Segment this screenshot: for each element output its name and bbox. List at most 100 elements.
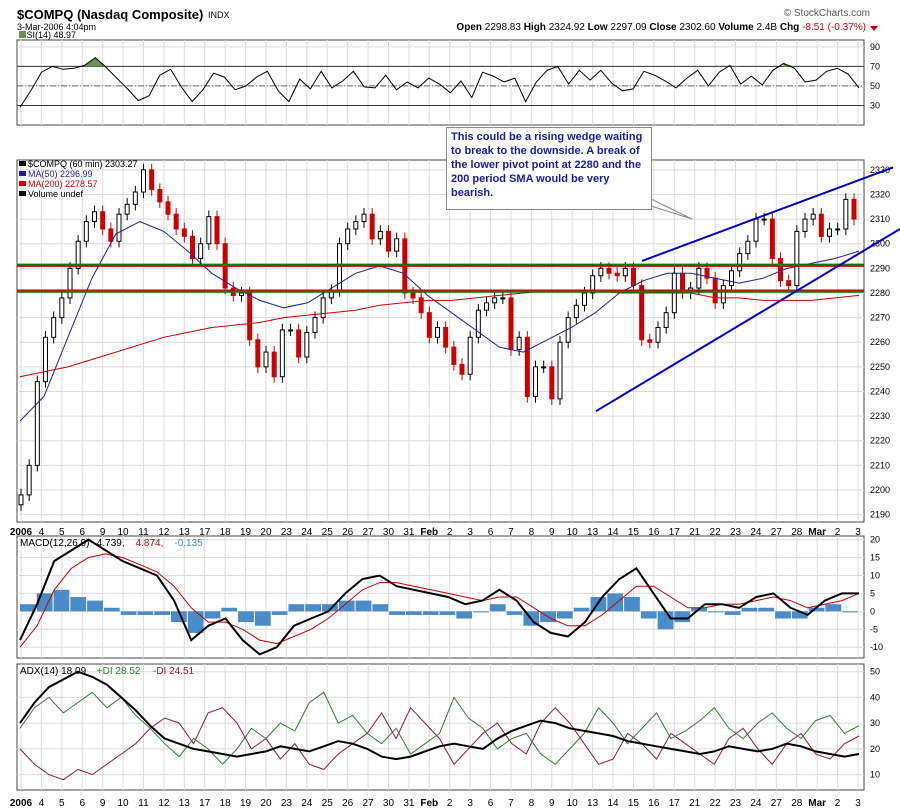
price-date-label: 26 [342,527,354,538]
price-candle-body [288,329,293,332]
price-candle-body [198,243,204,260]
macd-histogram-bar [758,607,775,612]
open-label: Open [456,22,482,33]
price-candle-body [631,267,636,287]
adx-date-label: 27 [771,798,783,809]
price-candle-body [247,292,253,341]
macd-histogram-bar [741,607,758,612]
macd-histogram-bar [154,611,171,615]
adx-date-label: 13 [587,798,599,809]
price-legend-swatch [19,171,26,176]
price-date-label: 15 [628,527,640,538]
price-candle-body [263,351,269,368]
price-ytick-label: 2300 [870,239,890,249]
price-candle-body [827,228,832,237]
adx-date-label: 28 [791,798,803,809]
price-candle-body [655,326,661,343]
adx-ytick-label: 10 [870,770,880,780]
adx-date-label: 27 [362,798,374,809]
adx-date-label: 16 [648,798,660,809]
macd-panel-frame [16,535,865,659]
price-date-label: 30 [383,527,395,538]
price-candle-body [704,267,710,279]
price-candle-body [549,366,555,400]
price-candle-body [410,292,416,299]
price-candle-body [132,191,138,205]
macd-histogram-bar [221,607,238,612]
adx-date-label: 9 [100,798,106,809]
price-candle-body [484,302,489,311]
price-candle-body [459,363,465,375]
macd-histogram-bar [791,611,808,619]
price-candle-body [369,213,375,240]
adx-date-label: 13 [179,798,191,809]
macd-histogram-bar [657,611,674,630]
price-date-label: 24 [301,527,313,538]
price-ma50-line [19,221,860,422]
price-date-label: 9 [549,527,555,538]
annotation-pointer [647,198,693,220]
price-candle-body [426,312,432,338]
price-candle-body [541,366,547,369]
price-ytick-label: 2220 [870,436,890,446]
price-ytick-label: 2330 [870,165,890,175]
adx-legend-prefix: ADX(14) 18.09 [20,666,87,677]
price-ytick-label: 2200 [870,485,890,495]
adx-date-label: 20 [260,798,272,809]
price-candle-body [394,238,400,252]
macd-histogram-bar [204,611,221,619]
price-date-label: 12 [158,527,170,538]
price-candle-body [239,292,244,296]
price-date-label: 13 [587,527,599,538]
price-date-label: 17 [199,527,211,538]
macd-histogram-bar [775,611,791,619]
macd-ytick-label: 10 [870,570,880,580]
macd-histogram-bar [405,611,422,615]
rsi-legend-swatch [19,31,26,38]
price-candle-body [500,297,506,300]
price-date-label: 2006 [10,527,33,538]
adx-date-label: 4 [39,798,45,809]
rsi-ytick-label: 70 [870,61,880,71]
volume-label: Volume [718,22,754,33]
price-candle-body [51,317,57,338]
price-candle-body [443,326,449,348]
price-ytick-label: 2210 [870,460,890,470]
macd-histogram-bar [254,611,271,626]
price-ytick-label: 2270 [870,313,890,323]
macd-ytick-label: 20 [870,535,880,545]
price-candle-body [696,267,702,289]
price-date-label: 14 [607,527,619,538]
price-candle-body [835,228,841,231]
price-date-label: 21 [689,527,701,538]
adx-plus-di-line [19,691,860,766]
price-candle-body [67,267,73,299]
price-candle-body [598,267,604,277]
adx-date-label: 15 [628,798,640,809]
price-candle-body [271,351,277,378]
price-date-label: 13 [179,527,191,538]
adx-ytick-label: 20 [870,744,880,754]
price-date-label: 28 [791,527,803,538]
macd-histogram-bar [825,604,842,612]
annotation-callout: This could be a rising wedge waiting to … [446,127,652,210]
price-candle-body [83,221,89,242]
adx-date-label: 22 [710,798,722,809]
price-legend-swatch [19,161,26,166]
adx-date-label: 11 [138,798,149,809]
price-candle-body [435,326,440,338]
price-candle-body [614,272,620,277]
macd-legend-value: 4.874, [136,538,164,549]
macd-histogram-bar [271,611,288,615]
price-candle-body [761,218,767,221]
price-date-label: 6 [79,527,85,538]
macd-histogram-bar [439,611,456,615]
close-label: Close [649,22,677,33]
price-candle-body [508,297,514,351]
adx-date-label: 6 [488,798,494,809]
brand-label[interactable]: © StockCharts.com [783,8,870,19]
price-candle-body [590,275,596,294]
price-date-label: 7 [508,527,514,538]
adx-date-label: 14 [607,798,619,809]
wedge-lower-trendline [595,228,900,413]
